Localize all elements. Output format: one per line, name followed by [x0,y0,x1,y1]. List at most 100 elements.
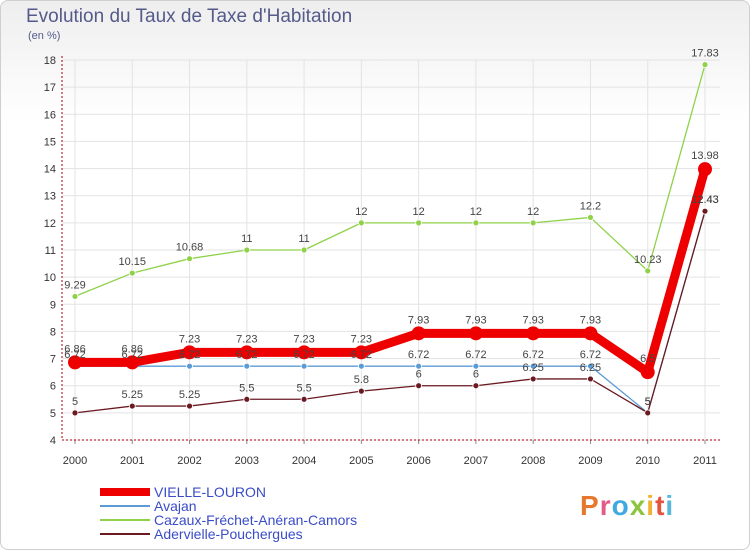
data-point-adervielle-pouchergues [472,382,480,390]
data-label: 6.72 [64,349,85,361]
data-label: 10.68 [176,242,204,254]
data-point-adervielle-pouchergues [587,375,594,383]
grid [62,59,720,441]
x-tick-label: 2010 [635,455,659,467]
legend-item: Avajan [100,499,357,513]
data-point-avajan [357,362,365,370]
chart-legend: VIELLE-LOURON Avajan Cazaux-Fréchet-Anéran… [100,485,357,541]
chart-title: Evolution du Taux de Taxe d'Habitation [26,6,353,27]
series-line-avajan [75,211,706,414]
y-tick-label: 11 [45,245,56,257]
data-label: 5 [645,396,651,408]
series-line-cazaux-frechet-aneran-camors [74,64,706,298]
axes: 4 5 6 7 8 9 10 11 12 13 14 15 16 17 18 2000 2001 2002 2003… [44,55,720,467]
data-label: 5.25 [122,389,143,401]
y-tick-label: 8 [50,326,56,338]
data-point-avajan [415,362,423,370]
data-label: 7.23 [293,333,314,345]
x-tick-label: 2006 [406,455,430,467]
data-label: 5.5 [239,382,254,394]
data-point-adervielle-pouchergues [357,387,365,395]
logo-letter: t [655,490,666,521]
data-point-adervielle-pouchergues [300,395,308,403]
chart-unit-label: (en %) [28,30,61,42]
logo-letter: P [580,490,600,521]
data-point-vielle-louron [354,345,369,360]
data-label: 12.43 [691,194,719,206]
data-point-cazaux-frechet-aneran-camors [644,267,652,275]
data-label: 6.72 [580,349,601,361]
x-tick-label: 2002 [177,455,201,467]
data-label: 17.83 [691,48,719,60]
data-point-avajan [529,362,537,370]
data-label: 11 [241,233,252,245]
data-point-vielle-louron [239,345,254,360]
data-label: 7.93 [522,314,543,326]
data-point-vielle-louron [182,345,197,360]
data-label: 12 [413,206,425,218]
data-label: 12.2 [580,200,601,212]
y-tick-label: 15 [44,136,56,148]
x-tick-label: 2004 [292,455,316,467]
legend-item: VIELLE-LOURON [100,485,357,499]
data-label: 5.5 [296,382,311,394]
data-point-cazaux-frechet-aneran-camors [587,214,594,221]
data-point-adervielle-pouchergues [644,409,652,417]
data-label: 6.86 [122,343,143,355]
data-label: 6.86 [64,343,85,355]
data-label: 7.93 [580,314,601,326]
data-point-vielle-louron [125,355,140,370]
logo-letter: o [611,490,630,521]
data-point-cazaux-frechet-aneran-camors [186,255,193,263]
y-tick-label: 5 [50,408,56,420]
data-point-adervielle-pouchergues [415,382,423,390]
x-tick-label: 2011 [693,455,717,467]
x-tick-label: 2003 [235,455,259,467]
data-point-adervielle-pouchergues [186,402,193,410]
x-tick-label: 2008 [521,455,545,467]
data-label: 12 [355,206,367,218]
y-tick-label: 9 [50,299,56,311]
data-point-adervielle-pouchergues [529,375,537,383]
proxiti-logo: Proxiti [580,490,674,522]
data-point-cazaux-frechet-aneran-camors [472,219,480,227]
data-point-vielle-louron [297,345,312,360]
data-point-vielle-louron [698,162,712,177]
data-point-vielle-louron [640,365,655,380]
logo-letter: x [629,490,647,521]
data-point-avajan [300,362,308,370]
data-point-avajan [186,362,193,370]
y-tick-label: 6 [50,381,56,393]
data-label: 7.23 [236,333,257,345]
legend-label: Cazaux-Fréchet-Anéran-Camors [154,512,358,528]
data-label: 6.25 [522,362,543,374]
legend-item: Adervielle-Pouchergues [100,527,357,541]
data-label: 6 [416,369,422,381]
data-point-vielle-louron [526,326,541,341]
logo-letter: r [599,490,612,521]
data-point-adervielle-pouchergues [128,402,136,410]
y-tick-label: 16 [44,109,56,121]
data-point-cazaux-frechet-aneran-camors [701,61,709,69]
legend-label: Adervielle-Pouchergues [154,526,303,542]
data-label: 5.25 [179,389,200,401]
legend-swatch [100,533,150,535]
data-point-vielle-louron [411,326,426,341]
data-point-cazaux-frechet-aneran-camors [529,219,537,227]
y-tick-label: 17 [44,82,56,94]
data-label: 6.72 [293,349,314,361]
data-point-vielle-louron [68,355,82,370]
logo-letter: i [665,490,675,521]
data-point-cazaux-frechet-aneran-camors [243,246,251,254]
x-tick-label: 2007 [464,455,488,467]
data-point-cazaux-frechet-aneran-camors [357,219,365,227]
data-point-vielle-louron [468,326,483,341]
data-label: 6.72 [522,349,543,361]
x-tick-label: 2001 [120,455,144,467]
legend-item: Cazaux-Fréchet-Anéran-Camors [100,513,357,527]
data-point-avajan [243,362,251,370]
y-tick-label: 4 [50,435,56,447]
data-label: 13.98 [691,150,719,162]
y-tick-label: 10 [44,272,56,284]
